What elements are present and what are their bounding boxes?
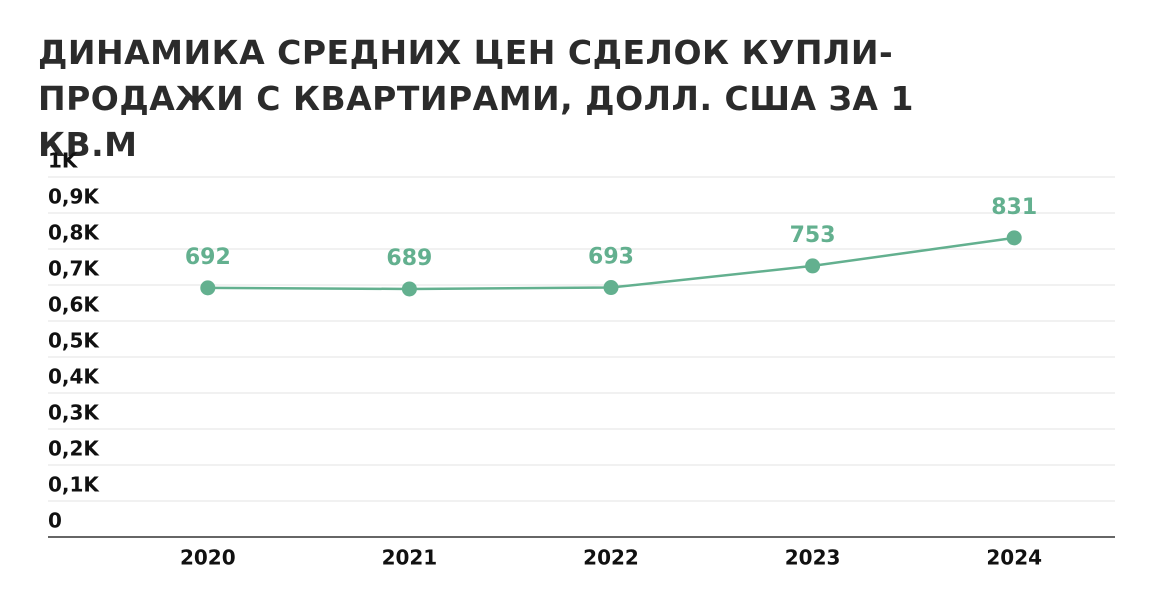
chart-title: ДИНАМИКА СРЕДНИХ ЦЕН СДЕЛОК КУПЛИ-ПРОДАЖ…	[38, 33, 914, 164]
y-tick-label: 0	[48, 509, 62, 533]
value-label: 831	[991, 195, 1037, 220]
y-tick-label: 0,9K	[48, 185, 100, 209]
point	[401, 281, 417, 297]
point	[1006, 230, 1022, 246]
point	[603, 280, 619, 296]
value-label: 693	[588, 245, 634, 270]
x-tick-label: 2020	[180, 546, 236, 570]
y-tick-label: 0,6K	[48, 293, 100, 317]
y-tick-label: 0,7K	[48, 257, 100, 281]
x-tick-label: 2024	[986, 546, 1042, 570]
value-label: 689	[386, 246, 432, 271]
value-label: 753	[790, 223, 836, 248]
y-tick-label: 0,8K	[48, 221, 100, 245]
y-tick-label: 0,2K	[48, 437, 100, 461]
x-tick-label: 2021	[382, 546, 438, 570]
x-tick-label: 2022	[583, 546, 639, 570]
y-tick-label: 0,3K	[48, 401, 100, 425]
y-tick-label: 1K	[48, 149, 79, 173]
point	[200, 280, 216, 296]
point	[805, 258, 821, 274]
y-tick-label: 0,5K	[48, 329, 100, 353]
y-tick-label: 0,1K	[48, 473, 100, 497]
value-label: 692	[185, 245, 231, 270]
x-tick-label: 2023	[785, 546, 841, 570]
y-tick-label: 0,4K	[48, 365, 100, 389]
